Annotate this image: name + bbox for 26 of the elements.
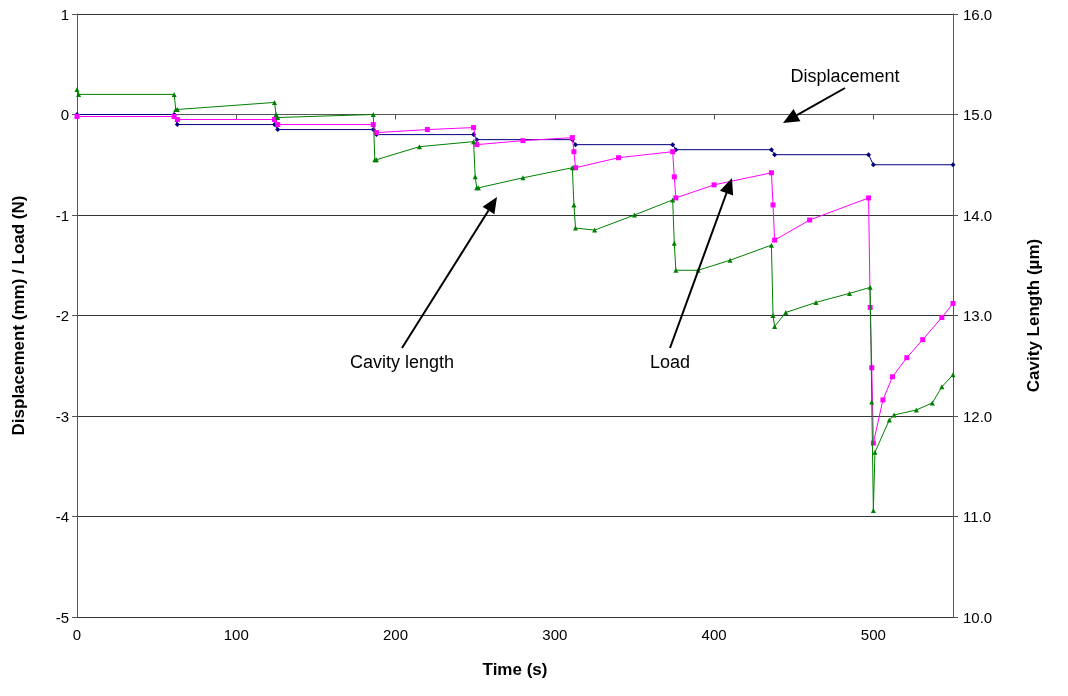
y-tick-label: -1 <box>55 206 69 224</box>
y2-tick-label: 15.0 <box>963 106 993 123</box>
x-tick-label: 100 <box>223 626 249 643</box>
x-tick-label: 500 <box>860 626 886 643</box>
annotation: Load <box>649 352 691 372</box>
y2-tick-label: 16.0 <box>963 5 993 23</box>
y-tick-label: -5 <box>55 608 69 626</box>
x-axis-title: Time (s) <box>482 660 548 679</box>
y2-tick-label: 12.0 <box>963 407 993 425</box>
y2-tick-label: 10.0 <box>963 608 993 626</box>
y-tick-label: -3 <box>55 407 69 425</box>
annotation: Cavity length <box>349 352 455 372</box>
y2-axis-title: Cavity Length (µm) <box>1024 238 1043 393</box>
y-tick-label: 0 <box>60 106 69 123</box>
y2-tick-label: 13.0 <box>963 307 993 324</box>
y-tick-label: 1 <box>60 5 69 23</box>
y2-tick-label: 14.0 <box>963 206 993 224</box>
y-axis-title: Displacement (mm) / Load (N) <box>9 195 28 436</box>
x-tick-label: 0 <box>72 626 82 643</box>
y-tick-label: -4 <box>55 508 69 525</box>
annotation: Displacement <box>790 66 900 86</box>
x-tick-label: 200 <box>383 626 409 643</box>
x-tick-label: 400 <box>701 626 727 643</box>
x-tick-label: 300 <box>542 626 568 643</box>
y-tick-label: -2 <box>55 307 69 324</box>
y2-tick-label: 11.0 <box>963 508 992 525</box>
